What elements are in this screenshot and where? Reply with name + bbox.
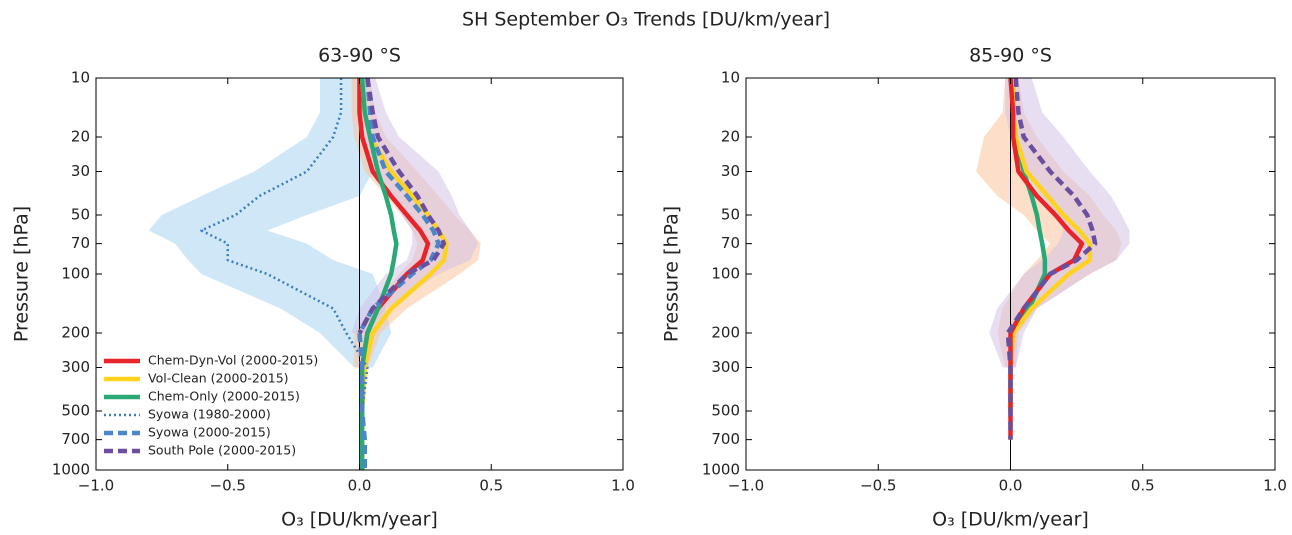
y-tick-label: 200: [711, 324, 740, 342]
x-tick-label: −1.0: [728, 477, 764, 495]
y-tick-label: 70: [721, 234, 740, 252]
series-line: [200, 78, 369, 412]
y-tick-label: 500: [61, 401, 90, 419]
y-tick-label: 500: [711, 401, 740, 419]
y-tick-label: 300: [711, 358, 740, 376]
y-tick-label: 10: [71, 69, 90, 87]
y-tick-label: 50: [721, 205, 740, 223]
y-tick-label: 700: [711, 430, 740, 448]
y-tick-label: 20: [721, 128, 740, 146]
y-tick-label: 300: [61, 358, 90, 376]
x-tick-label: 1.0: [611, 477, 635, 495]
legend-label: Syowa (2000-2015): [148, 425, 271, 440]
plot-area: [976, 78, 1130, 470]
y-tick-label: 20: [71, 128, 90, 146]
series-line: [1005, 78, 1098, 440]
x-tick-label: −0.5: [210, 477, 246, 495]
x-tick-label: 1.0: [1263, 477, 1287, 495]
series-line: [357, 78, 447, 335]
uncertainty-band: [989, 78, 1130, 368]
x-tick-label: 0.5: [479, 477, 503, 495]
x-tick-label: 0.0: [348, 477, 372, 495]
y-tick-label: 10: [721, 69, 740, 87]
series-line: [1008, 78, 1093, 411]
legend-label: Chem-Only (2000-2015): [148, 389, 300, 404]
y-tick-label: 50: [71, 205, 90, 223]
y-tick-label: 700: [61, 430, 90, 448]
x-tick-label: −0.5: [860, 477, 896, 495]
y-tick-label: 1000: [702, 461, 740, 479]
y-tick-label: 70: [71, 234, 90, 252]
y-tick-label: 100: [711, 265, 740, 283]
legend-label: Chem-Dyn-Vol (2000-2015): [148, 353, 318, 368]
legend-label: Syowa (1980-2000): [148, 407, 271, 422]
legend-label: Vol-Clean (2000-2015): [148, 371, 289, 386]
axes-title: 85-90 °S: [969, 45, 1052, 67]
y-tick-label: 100: [61, 265, 90, 283]
axes-title: 63-90 °S: [318, 45, 401, 67]
y-tick-label: 30: [721, 162, 740, 180]
plot-area: [148, 78, 481, 470]
legend-label: South Pole (2000-2015): [148, 443, 296, 458]
y-tick-label: 1000: [52, 461, 90, 479]
uncertainty-band: [148, 78, 392, 368]
y-axis-label: Pressure [hPa]: [11, 206, 33, 342]
x-tick-label: −1.0: [78, 477, 114, 495]
x-axis-label: O₃ [DU/km/year]: [932, 509, 1089, 531]
x-tick-label: 0.0: [999, 477, 1023, 495]
y-tick-label: 30: [71, 162, 90, 180]
y-tick-label: 200: [61, 324, 90, 342]
y-axis-label: Pressure [hPa]: [661, 206, 683, 342]
x-axis-label: O₃ [DU/km/year]: [281, 509, 438, 531]
figure-title: SH September O₃ Trends [DU/km/year]: [462, 9, 830, 31]
series-line: [357, 78, 441, 470]
x-tick-label: 0.5: [1131, 477, 1155, 495]
